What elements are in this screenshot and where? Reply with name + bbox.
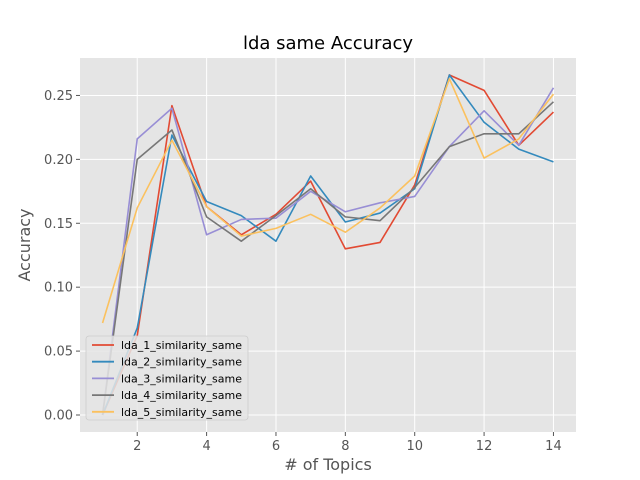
legend: lda_1_similarity_same lda_2_similarity_sa…	[85, 335, 249, 421]
x-tick-label: 10	[406, 439, 423, 454]
y-axis-ticks: 0.00 0.05 0.10 0.15 0.20 0.25	[44, 89, 80, 424]
x-tick-label: 4	[202, 439, 210, 454]
y-tick-label: 0.25	[44, 89, 73, 104]
legend-label: lda_3_similarity_same	[121, 372, 242, 385]
series-layer	[101, 74, 555, 416]
chart-title: lda same Accuracy	[243, 33, 413, 54]
x-tick-label: 12	[476, 439, 493, 454]
x-tick-label: 14	[545, 439, 562, 454]
x-tick-label: 6	[272, 439, 280, 454]
series-line-3	[101, 87, 555, 416]
legend-label: lda_4_similarity_same	[121, 389, 242, 402]
series-line-4	[101, 101, 554, 416]
x-tick-label: 2	[133, 439, 141, 454]
y-tick-label: 0.20	[44, 153, 73, 168]
x-tick-label: 8	[341, 439, 349, 454]
y-tick-label: 0.00	[44, 409, 73, 424]
legend-label: lda_1_similarity_same	[121, 339, 242, 352]
y-tick-label: 0.10	[44, 281, 73, 296]
legend-label: lda_2_similarity_same	[121, 356, 242, 369]
series-line-5	[101, 78, 555, 324]
legend-label: lda_5_similarity_same	[121, 406, 242, 419]
y-tick-label: 0.15	[44, 217, 73, 232]
y-tick-label: 0.05	[44, 345, 73, 360]
legend-box	[85, 335, 249, 421]
x-axis-label: # of Topics	[284, 455, 372, 474]
x-axis-ticks: 2 4 6 8 10 12 14	[133, 432, 562, 454]
y-axis-label: Accuracy	[15, 208, 34, 281]
series-line-1	[101, 74, 555, 416]
